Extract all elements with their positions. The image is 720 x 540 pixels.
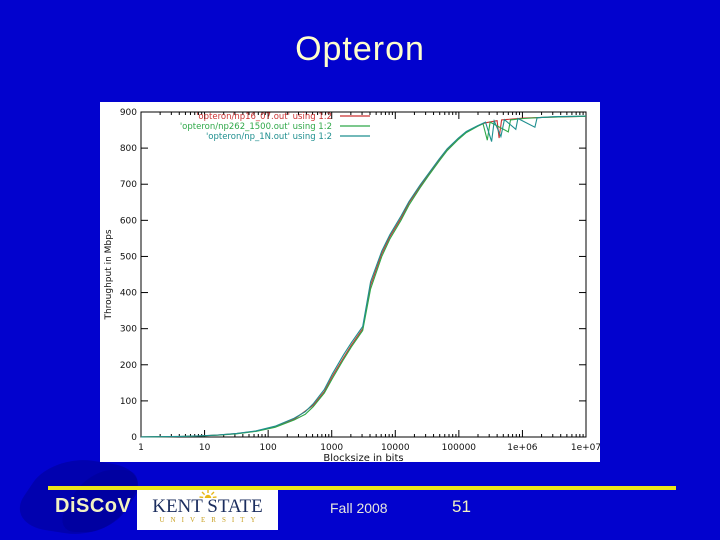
series-line (140, 115, 587, 438)
discov-brand-label: DiSCoV (55, 495, 132, 517)
x-tick-label: 1000 (320, 443, 343, 453)
y-tick-label: 0 (131, 433, 137, 443)
sun-icon (199, 490, 217, 498)
y-axis: 0 100 200 300 400 500 600 700 800 900 (120, 108, 586, 443)
legend-entry: 'opteron/np262_1500.out' using 1:2 (180, 122, 332, 132)
y-tick-label: 600 (120, 216, 137, 226)
x-tick-label: 100 (260, 443, 277, 453)
chart-panel: 0 100 200 300 400 500 600 700 800 900 1 10 100 1000 10… (100, 102, 600, 462)
x-tick-label: 1 (138, 443, 144, 453)
x-tick-label: 10000 (381, 443, 410, 453)
y-tick-label: 700 (120, 180, 137, 190)
x-axis-title: Blocksize in bits (323, 453, 403, 462)
kent-state-wordmark: KENT STATE (152, 496, 263, 517)
slide-title: Opteron (295, 30, 425, 68)
series-lines (140, 115, 587, 438)
kent-state-logo: KENT STATE UNIVERSITY (137, 490, 278, 530)
y-tick-label: 200 (120, 361, 137, 371)
x-tick-label: 1e+07 (571, 443, 600, 453)
y-tick-label: 400 (120, 289, 137, 299)
x-tick-label: 100000 (442, 443, 477, 453)
legend-entry: 'opteron/np_1N.out' using 1:2 (206, 132, 332, 142)
y-tick-label: 100 (120, 397, 137, 407)
x-tick-label: 10 (199, 443, 211, 453)
y-tick-label: 800 (120, 144, 137, 154)
throughput-chart: 0 100 200 300 400 500 600 700 800 900 1 10 100 1000 10… (104, 108, 600, 462)
series-line (140, 115, 587, 438)
x-axis: 1 10 100 1000 10000 100000 1e+06 1e+07 (138, 112, 600, 453)
x-tick-label: 1e+06 (507, 443, 538, 453)
series-line (140, 115, 587, 438)
semester-label: Fall 2008 (330, 500, 388, 516)
y-axis-title: Throughput in Mbps (104, 229, 114, 320)
page-number: 51 (452, 497, 471, 516)
y-tick-label: 300 (120, 325, 137, 335)
y-tick-label: 500 (120, 252, 137, 262)
footer-accent-line (48, 486, 676, 490)
y-tick-label: 900 (120, 108, 137, 118)
chart-legend: 'opteron/np16_07.out' using 1:2'opteron/… (180, 112, 370, 142)
legend-entry: 'opteron/np16_07.out' using 1:2 (196, 112, 332, 122)
kent-state-university-label: UNIVERSITY (159, 516, 262, 524)
